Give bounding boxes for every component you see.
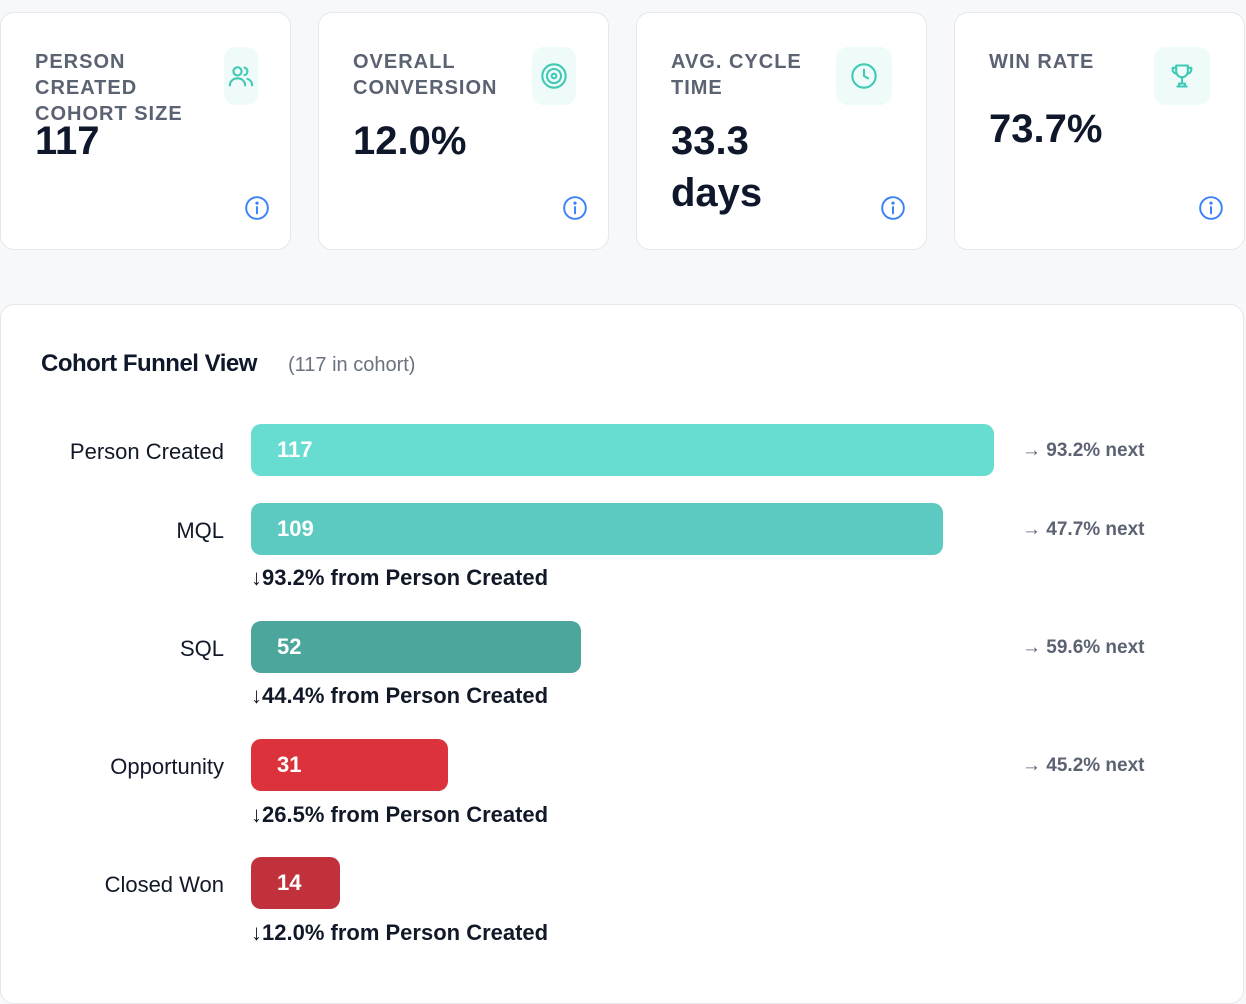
kpi-value: 73.7%	[989, 107, 1103, 151]
stage-label: Person Created	[69, 439, 224, 464]
kpi-value: 33.3 days	[671, 119, 763, 215]
from-rate: ↓26.5% from Person Created	[251, 802, 549, 827]
funnel-bar[interactable]: 109	[251, 503, 943, 555]
kpi-card-win-rate: WIN RATE 73.7%	[954, 12, 1245, 250]
funnel-bar[interactable]: 14	[251, 857, 340, 909]
kpi-label: OVERALL CONVERSION	[353, 51, 498, 99]
stage-label: Closed Won	[104, 872, 224, 897]
stage-label: MQL	[176, 518, 224, 543]
next-rate: → 59.6% next	[1022, 637, 1145, 658]
kpi-value: 12.0%	[353, 119, 467, 163]
from-rate: ↓12.0% from Person Created	[251, 920, 549, 945]
funnel-bar[interactable]: 117	[251, 424, 994, 476]
clock-icon	[836, 47, 892, 105]
from-rate: ↓44.4% from Person Created	[251, 683, 549, 708]
kpi-label: AVG. CYCLE TIME	[671, 51, 802, 99]
stage-label: Opportunity	[110, 754, 224, 779]
info-icon[interactable]	[880, 195, 906, 221]
next-rate: → 93.2% next	[1022, 440, 1145, 461]
kpi-label: PERSON CREATED COHORT SIZE	[35, 51, 183, 125]
next-rate: → 45.2% next	[1022, 755, 1145, 776]
funnel-bar[interactable]: 31	[251, 739, 448, 791]
next-rate: → 47.7% next	[1022, 519, 1145, 540]
info-icon[interactable]	[562, 195, 588, 221]
kpi-card-avg-cycle-time: AVG. CYCLE TIME 33.3 days	[636, 12, 927, 250]
kpi-value: 117	[35, 119, 100, 163]
funnel-bar[interactable]: 52	[251, 621, 581, 673]
target-icon	[532, 47, 576, 105]
panel-subtitle: (117 in cohort)	[288, 354, 416, 376]
stage-label: SQL	[179, 636, 224, 661]
kpi-label: WIN RATE	[989, 51, 1095, 73]
users-icon	[224, 47, 258, 105]
info-icon[interactable]	[244, 195, 270, 221]
panel-title: Cohort Funnel View	[41, 350, 257, 377]
trophy-icon	[1154, 47, 1210, 105]
from-rate: ↓93.2% from Person Created	[251, 565, 549, 590]
cohort-funnel-panel	[0, 304, 1244, 1004]
kpi-card-cohort-size: PERSON CREATED COHORT SIZE 117	[0, 12, 291, 250]
kpi-card-overall-conversion: OVERALL CONVERSION 12.0%	[318, 12, 609, 250]
info-icon[interactable]	[1198, 195, 1224, 221]
